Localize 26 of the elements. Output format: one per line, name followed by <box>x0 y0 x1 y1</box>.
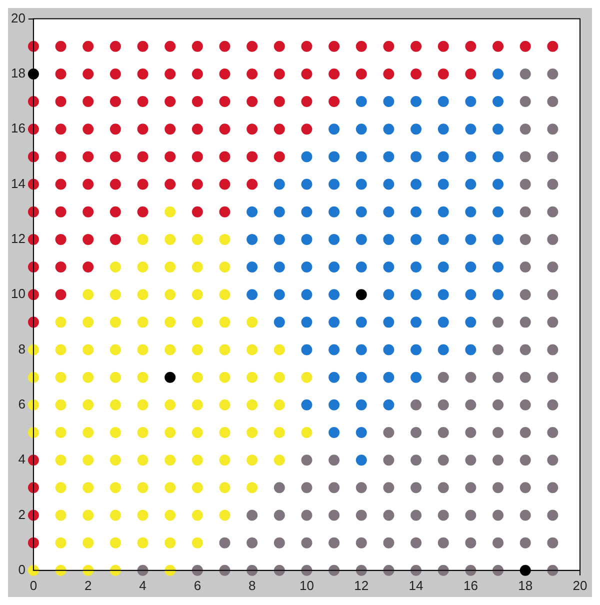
x-tick-label: 16 <box>463 578 478 593</box>
y-tick-label: 10 <box>10 286 26 302</box>
y-tick-label: 16 <box>10 120 26 136</box>
x-tick-label: 2 <box>84 578 92 593</box>
x-tick-label: 10 <box>299 578 314 593</box>
x-tick-label: 12 <box>354 578 369 593</box>
y-tick-label: 12 <box>10 231 26 246</box>
point <box>356 289 367 300</box>
y-tick-label: 18 <box>10 66 26 81</box>
x-tick-label: 6 <box>194 578 202 593</box>
x-tick-label: 8 <box>248 578 256 593</box>
y-tick-label: 8 <box>18 341 26 356</box>
x-tick-label: 18 <box>518 578 533 593</box>
point <box>28 68 39 80</box>
y-tick-label: 6 <box>18 396 26 412</box>
point <box>164 372 176 383</box>
y-tick-label: 4 <box>18 452 26 467</box>
y-tick-label: 0 <box>18 562 26 577</box>
x-tick-label: 14 <box>408 578 424 593</box>
y-tick-label: 2 <box>18 506 26 522</box>
point <box>520 564 531 576</box>
y-tick-label: 20 <box>10 10 26 26</box>
x-tick-label: 4 <box>139 578 146 593</box>
x-tick-label: 0 <box>30 578 38 593</box>
x-tick-label: 20 <box>572 578 588 593</box>
y-tick-label: 14 <box>10 176 26 191</box>
